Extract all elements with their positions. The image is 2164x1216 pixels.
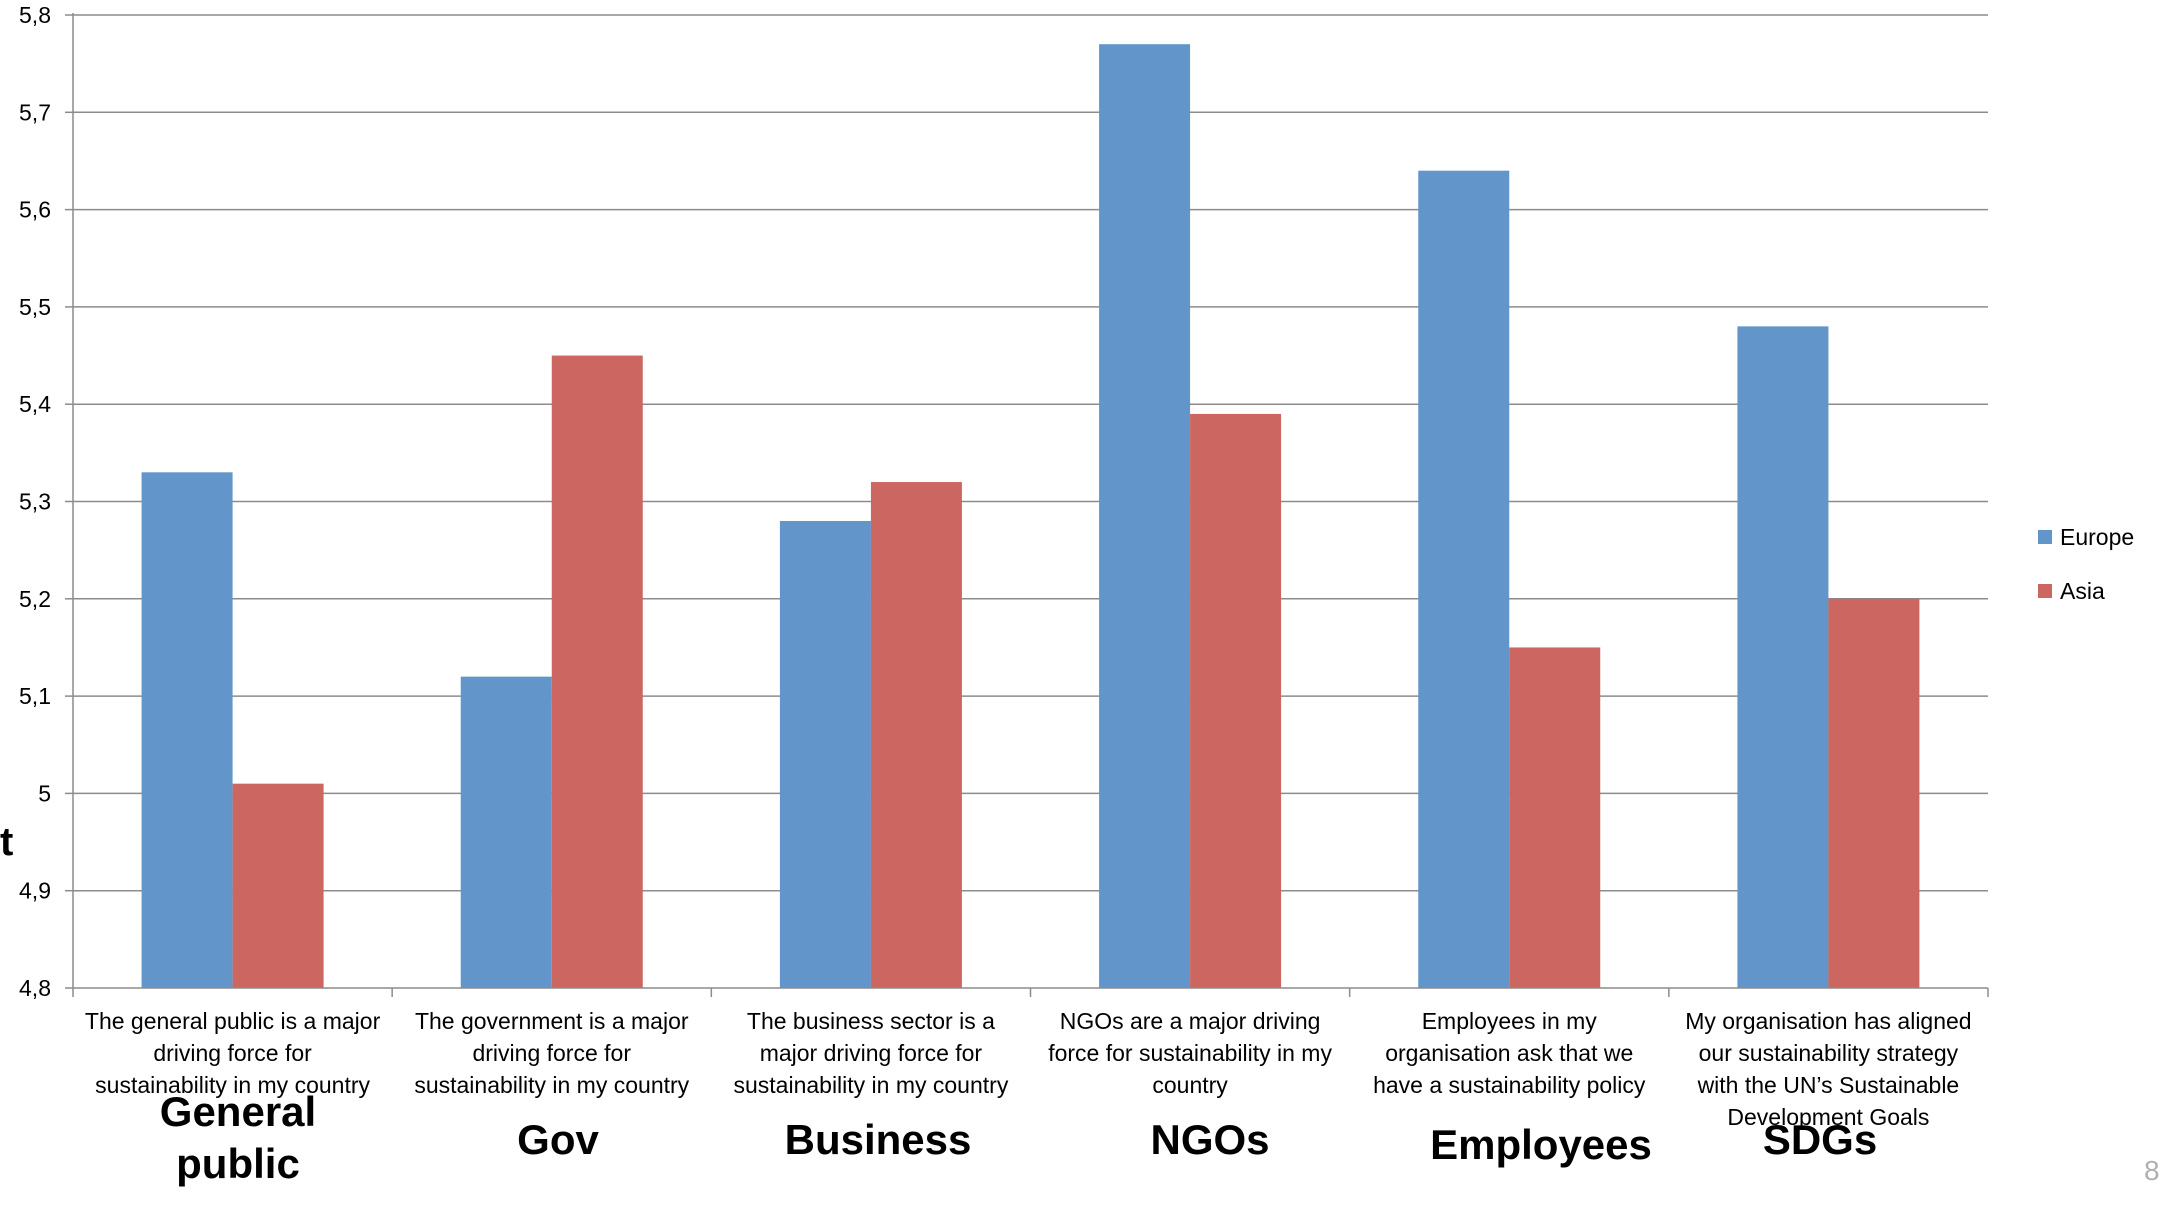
legend: Europe Asia [2038, 524, 2134, 632]
x-tick-label: The general public is a major driving fo… [84, 1008, 381, 1098]
legend-label: Asia [2060, 577, 2105, 604]
bar-asia-5 [1509, 647, 1601, 988]
group-label: Business [784, 1116, 972, 1163]
y-tick-label: 5,7 [19, 99, 51, 125]
bar-asia-1 [232, 783, 324, 988]
y-tick-label: 5,2 [19, 586, 51, 612]
x-tick-label: NGOs are a major driving force for susta… [1048, 1008, 1332, 1098]
bar-asia-3 [870, 482, 962, 988]
bar-asia-6 [1828, 598, 1920, 988]
bar-europe-1 [141, 472, 233, 988]
bars [141, 44, 1920, 988]
x-tick-label: The business sector is a major driving f… [733, 1008, 1009, 1098]
y-tick-label: 5,5 [19, 294, 51, 320]
legend-swatch [2038, 584, 2052, 598]
legend-item: Asia [2038, 578, 2134, 604]
group-label: Employees [1430, 1121, 1652, 1168]
edge-text-fragment: t [0, 820, 14, 864]
y-tick-label: 5,3 [19, 489, 51, 515]
y-tick-label: 4,9 [19, 878, 51, 904]
x-tick-label: The government is a major driving force … [414, 1008, 690, 1098]
legend-item: Europe [2038, 524, 2134, 550]
group-label: General public [159, 1088, 317, 1187]
y-tick-label: 5,8 [19, 2, 51, 28]
bar-europe-4 [1099, 44, 1191, 988]
group-label: Gov [517, 1116, 599, 1163]
y-tick-label: 5 [38, 780, 51, 806]
y-tick-label: 5,4 [19, 391, 51, 417]
legend-label: Europe [2060, 523, 2135, 550]
axes [65, 13, 1989, 997]
group-label: SDGs [1762, 1116, 1878, 1163]
bar-asia-4 [1190, 413, 1282, 988]
y-tick-labels: 4,8 4,9 5 5,1 5,2 5,3 5,4 5,5 5,6 5,7 5,8 [19, 2, 51, 1001]
group-label: NGOs [1150, 1116, 1270, 1163]
x-tick-label: Employees in my organisation ask that we… [1373, 1008, 1646, 1098]
bar-europe-5 [1418, 170, 1510, 988]
y-tick-label: 5,6 [19, 197, 51, 223]
bar-europe-2 [460, 676, 552, 988]
x-tick-label: My organisation has aligned our sustaina… [1685, 1008, 1972, 1130]
bar-europe-3 [779, 520, 871, 988]
legend-swatch [2038, 530, 2052, 544]
y-tick-label: 4,8 [19, 975, 51, 1001]
gridlines [73, 14, 1988, 892]
y-tick-label: 5,1 [19, 683, 51, 709]
bar-europe-6 [1737, 326, 1829, 988]
bar-asia-2 [551, 355, 643, 988]
page-number: 8 [2144, 1155, 2160, 1186]
